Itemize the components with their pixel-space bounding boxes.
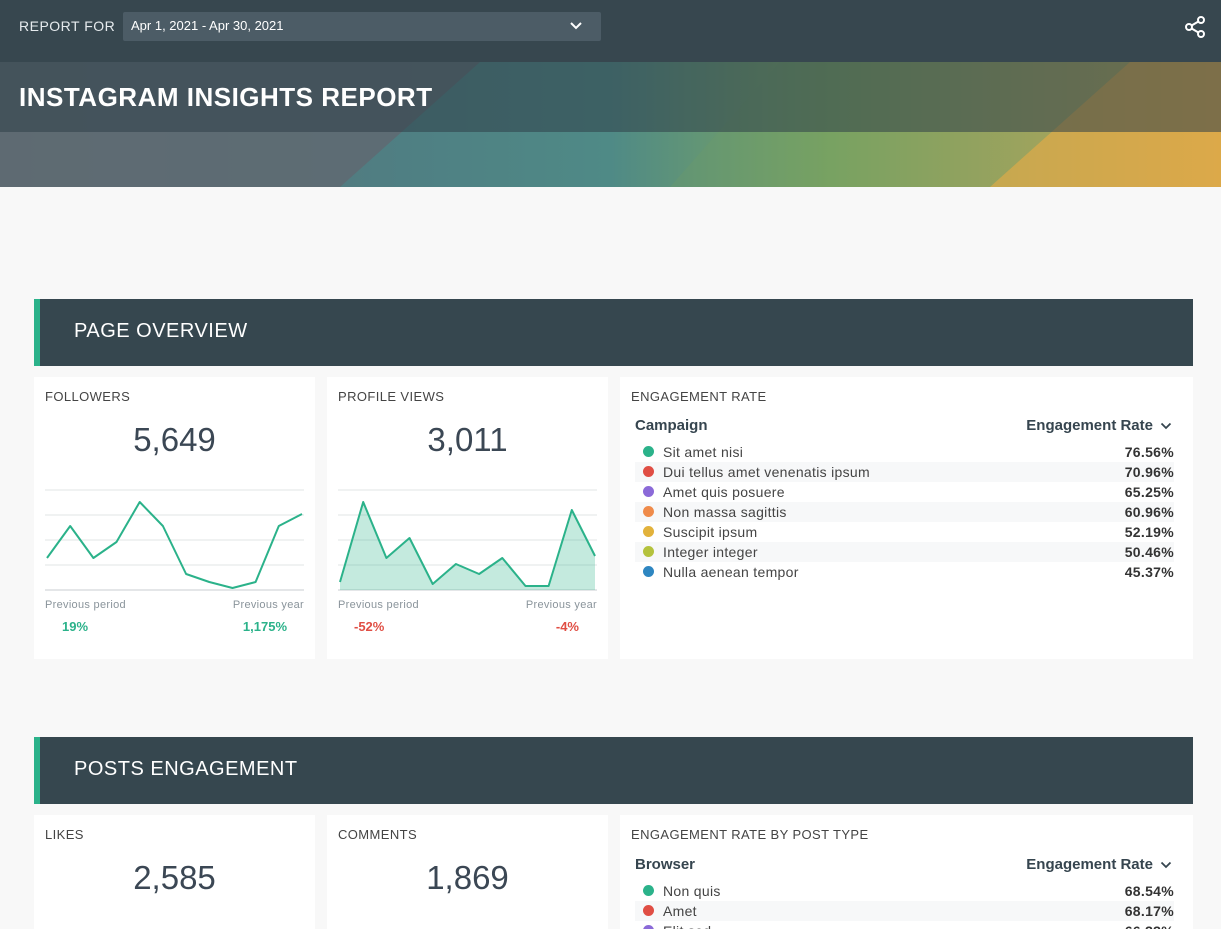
row-name: Amet quis posuere	[663, 484, 785, 500]
section-header-posts-engagement: POSTS ENGAGEMENT	[34, 737, 1193, 804]
hero-background	[0, 62, 1221, 187]
row-value: 76.56%	[1124, 444, 1174, 460]
legend-dot	[643, 506, 654, 517]
likes-value: 2,585	[133, 859, 216, 896]
legend-dot	[643, 486, 654, 497]
sparkline-line	[46, 501, 303, 589]
section-header-page-overview: PAGE OVERVIEW	[34, 299, 1193, 366]
sparkline-area	[340, 502, 595, 590]
card-label: ENGAGEMENT RATE BY POST TYPE	[631, 827, 869, 842]
previous-period-label: Previous period	[338, 599, 419, 611]
row-value: 68.17%	[1124, 903, 1174, 919]
legend-dot	[643, 526, 654, 537]
row-name: Nulla aenean tempor	[663, 564, 799, 580]
column-header-campaign[interactable]: Campaign	[635, 417, 708, 434]
table-row: Non quis 68.54%	[635, 881, 1174, 901]
top-bar: REPORT FOR Apr 1, 2021 - Apr 30, 2021	[0, 0, 1221, 62]
previous-year-change: -4%	[555, 619, 579, 634]
table-row: Amet 68.17%	[635, 901, 1174, 921]
table-row: Integer integer 50.46%	[635, 542, 1174, 562]
row-name: Amet	[663, 903, 697, 919]
engagement-rate-card: ENGAGEMENT RATE Campaign Engagement Rate…	[620, 377, 1193, 659]
row-name: Elit sed	[663, 923, 711, 929]
row-name: Dui tellus amet venenatis ipsum	[663, 464, 870, 480]
section-title: POSTS ENGAGEMENT	[74, 758, 298, 780]
table-row: Sit amet nisi 76.56%	[635, 442, 1174, 462]
row-value: 52.19%	[1124, 524, 1174, 540]
legend-dot	[643, 446, 654, 457]
row-name: Integer integer	[663, 544, 758, 560]
sort-chevron-icon[interactable]	[1160, 422, 1172, 431]
row-name: Sit amet nisi	[663, 444, 744, 460]
card-label: COMMENTS	[338, 827, 418, 842]
table-row: Nulla aenean tempor 45.37%	[635, 562, 1174, 582]
row-value: 68.54%	[1124, 883, 1174, 899]
sort-chevron-icon[interactable]	[1160, 861, 1172, 870]
column-header-browser[interactable]: Browser	[635, 856, 696, 873]
table-row: Non massa sagittis 60.96%	[635, 502, 1174, 522]
card-label: ENGAGEMENT RATE	[631, 389, 767, 404]
comments-value: 1,869	[426, 859, 509, 896]
previous-period-label: Previous period	[45, 599, 126, 611]
legend-dot	[643, 905, 654, 916]
engagement-by-post-type-card: ENGAGEMENT RATE BY POST TYPE Browser Eng…	[620, 815, 1193, 929]
section-title: PAGE OVERVIEW	[74, 320, 248, 342]
comments-card: COMMENTS 1,869	[327, 815, 608, 929]
legend-dot	[643, 885, 654, 896]
table-row: Elit sed 66.33%	[635, 921, 1174, 929]
row-value: 65.25%	[1124, 484, 1174, 500]
report-for-label: REPORT FOR	[19, 18, 116, 34]
profile-views-value: 3,011	[427, 421, 508, 458]
hero-banner: INSTAGRAM INSIGHTS REPORT	[0, 62, 1221, 187]
followers-card: FOLLOWERS 5,649 Previous period Previous…	[34, 377, 315, 659]
chevron-down-icon	[570, 22, 582, 30]
card-label: FOLLOWERS	[45, 389, 131, 404]
table-row: Dui tellus amet venenatis ipsum 70.96%	[635, 462, 1174, 482]
date-range-value: Apr 1, 2021 - Apr 30, 2021	[131, 18, 284, 33]
previous-year-change: 1,175%	[242, 619, 287, 634]
legend-dot	[643, 925, 654, 929]
card-label: PROFILE VIEWS	[338, 389, 445, 404]
page-title: INSTAGRAM INSIGHTS REPORT	[19, 82, 433, 112]
row-value: 50.46%	[1124, 544, 1174, 560]
table-row: Suscipit ipsum 52.19%	[635, 522, 1174, 542]
row-value: 66.33%	[1125, 923, 1174, 929]
followers-sparkline	[45, 489, 304, 591]
sparkline-line	[339, 501, 596, 587]
previous-year-label: Previous year	[525, 599, 597, 611]
row-value: 60.96%	[1124, 504, 1174, 520]
column-header-engagement-rate[interactable]: Engagement Rate	[1026, 417, 1153, 434]
column-header-engagement-rate[interactable]: Engagement Rate	[1026, 856, 1153, 873]
legend-dot	[643, 546, 654, 557]
row-name: Suscipit ipsum	[663, 524, 758, 540]
profile-views-card: PROFILE VIEWS 3,011 Previous period Prev…	[327, 377, 608, 659]
row-value: 45.37%	[1124, 564, 1174, 580]
date-range-select[interactable]: Apr 1, 2021 - Apr 30, 2021	[123, 12, 601, 41]
row-value: 70.96%	[1124, 464, 1174, 480]
legend-dot	[643, 566, 654, 577]
followers-value: 5,649	[133, 421, 216, 458]
previous-period-change: 19%	[62, 619, 89, 634]
previous-year-label: Previous year	[232, 599, 304, 611]
likes-card: LIKES 2,585	[34, 815, 315, 929]
legend-dot	[643, 466, 654, 477]
row-name: Non massa sagittis	[663, 504, 787, 520]
profile-views-sparkline	[338, 489, 597, 591]
table-row: Amet quis posuere 65.25%	[635, 482, 1174, 502]
row-name: Non quis	[663, 883, 721, 899]
previous-period-change: -52%	[354, 619, 385, 634]
share-icon[interactable]	[1183, 15, 1207, 39]
card-label: LIKES	[45, 827, 84, 842]
